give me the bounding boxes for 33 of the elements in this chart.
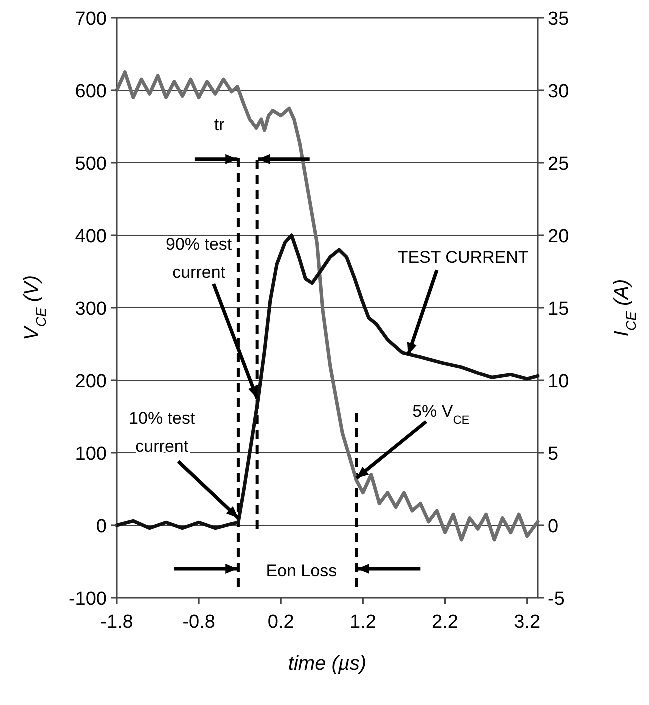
x-tick-label: 2.2 bbox=[432, 612, 458, 633]
x-tick-label: 0.2 bbox=[268, 612, 294, 633]
line-series bbox=[115, 70, 540, 542]
y2-tick-label: 0 bbox=[548, 516, 559, 538]
annotation: tr bbox=[214, 115, 226, 134]
x-tick-label: 3.2 bbox=[514, 612, 541, 633]
y2-tick-label: 35 bbox=[548, 9, 570, 30]
annotation: Eon Loss bbox=[266, 561, 338, 580]
x-tick-label: -1.8 bbox=[100, 612, 134, 633]
y2-tick-label: 10 bbox=[548, 372, 570, 392]
y-tick-label: 100 bbox=[75, 444, 107, 465]
y-tick-label: 700 bbox=[75, 9, 107, 30]
y-tick-label: 600 bbox=[75, 82, 107, 102]
y-tick-label: 400 bbox=[75, 226, 107, 248]
annotation: 5% V$_{CE}$ bbox=[412, 402, 470, 427]
x-axis-title: time (µs) bbox=[288, 653, 367, 675]
annotation: 10% test current bbox=[129, 409, 196, 456]
y2-tick-label: 15 bbox=[548, 299, 570, 320]
y2-tick-label: 5 bbox=[548, 444, 559, 465]
y-tick-label: -100 bbox=[68, 589, 107, 610]
y-tick-label: 500 bbox=[75, 154, 107, 175]
y2-tick-label: -5 bbox=[548, 589, 565, 610]
y-tick-label: 200 bbox=[75, 372, 107, 392]
annotation: 90% test current bbox=[166, 235, 232, 282]
y-tick-label: 0 bbox=[96, 516, 107, 538]
y2-tick-label: 30 bbox=[548, 82, 570, 102]
annotation: TEST CURRENT bbox=[398, 248, 529, 268]
y2-tick-label: 20 bbox=[548, 226, 570, 248]
y2-tick-label: 25 bbox=[548, 154, 570, 175]
y-tick-label: 300 bbox=[75, 299, 107, 320]
x-tick-label: -0.8 bbox=[182, 612, 216, 633]
x-tick-label: 1.2 bbox=[350, 612, 376, 633]
line-series bbox=[115, 234, 540, 530]
